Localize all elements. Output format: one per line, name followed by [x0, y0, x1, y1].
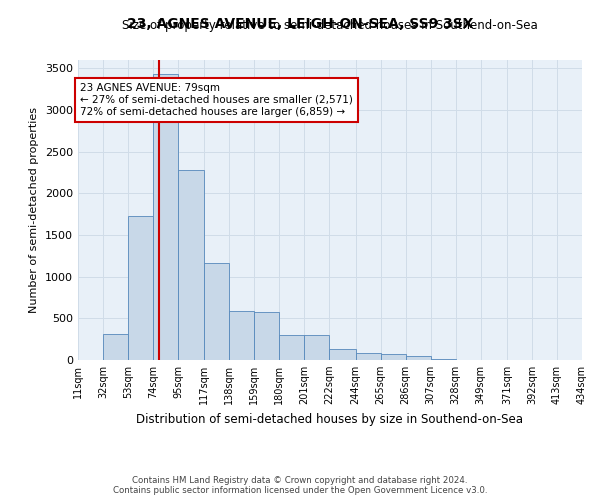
Bar: [178, 170, 204, 360]
Bar: [204, 264, 229, 360]
Bar: [380, 354, 406, 360]
Y-axis label: Number of semi-detached properties: Number of semi-detached properties: [29, 107, 40, 313]
Text: Contains HM Land Registry data © Crown copyright and database right 2024.
Contai: Contains HM Land Registry data © Crown c…: [113, 476, 487, 495]
Bar: [153, 74, 178, 360]
Title: Size of property relative to semi-detached houses in Southend-on-Sea: Size of property relative to semi-detach…: [122, 20, 538, 32]
Bar: [329, 349, 356, 360]
Bar: [304, 335, 329, 360]
Bar: [103, 334, 128, 360]
Bar: [254, 312, 280, 360]
Bar: [128, 216, 153, 360]
Bar: [229, 311, 254, 360]
Text: 23 AGNES AVENUE: 79sqm
← 27% of semi-detached houses are smaller (2,571)
72% of : 23 AGNES AVENUE: 79sqm ← 27% of semi-det…: [80, 84, 353, 116]
Bar: [356, 354, 380, 360]
X-axis label: Distribution of semi-detached houses by size in Southend-on-Sea: Distribution of semi-detached houses by …: [137, 412, 523, 426]
Text: 23, AGNES AVENUE, LEIGH-ON-SEA, SS9 3SX: 23, AGNES AVENUE, LEIGH-ON-SEA, SS9 3SX: [127, 18, 473, 32]
Bar: [280, 335, 304, 360]
Bar: [406, 356, 431, 360]
Bar: [431, 359, 456, 360]
